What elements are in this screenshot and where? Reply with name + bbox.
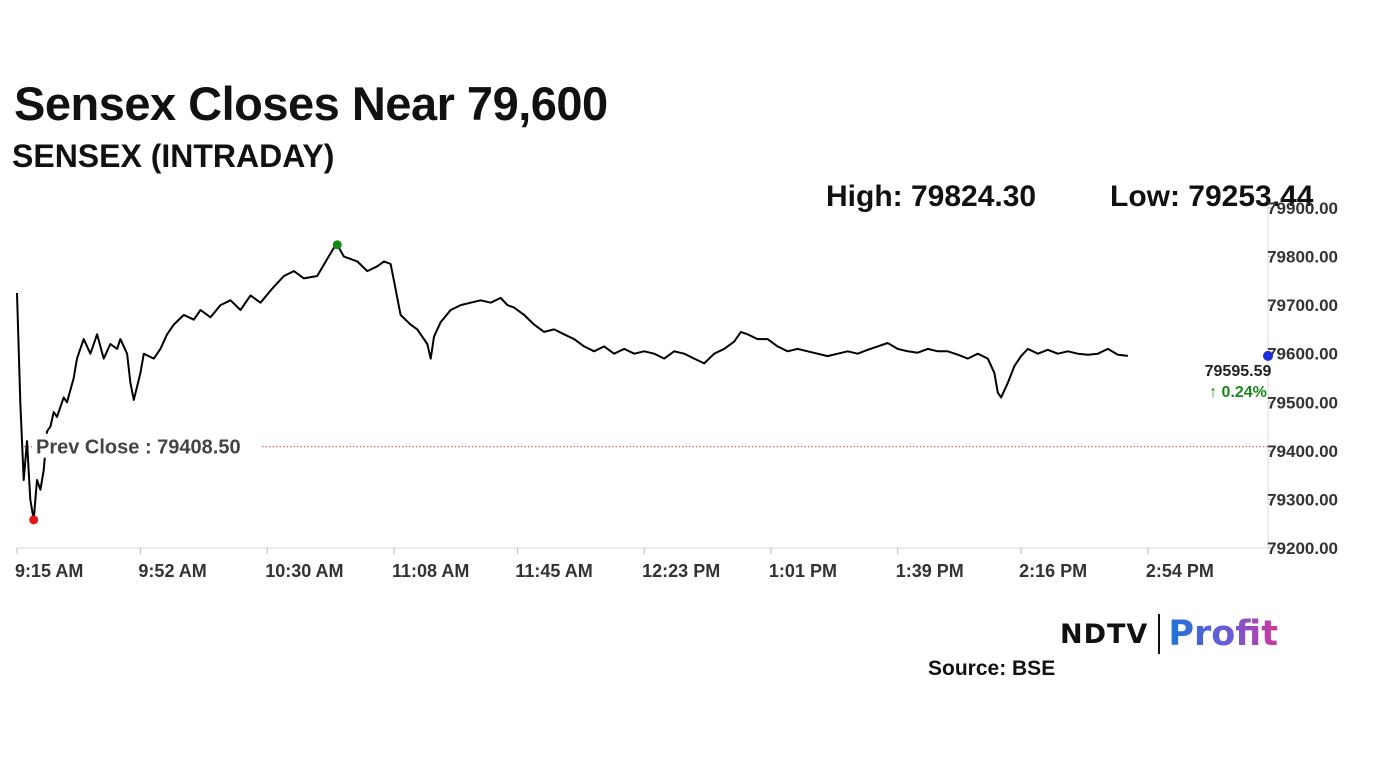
change-label: ↑ 0.24% xyxy=(1209,384,1267,401)
y-tick-label: 79400.00 xyxy=(1267,442,1338,461)
x-tick-label: 1:01 PM xyxy=(769,561,837,581)
axis-layer: 79900.00 79800.00 79700.00 79600.00 79500.00… xyxy=(15,199,1338,581)
ndtv-profit-logo: NDTV Profit xyxy=(1060,612,1278,656)
low-stat: Low: 79253.44 xyxy=(1110,180,1314,213)
brand-divider xyxy=(1158,614,1161,654)
marker-layer xyxy=(29,240,1273,525)
chart-subtitle: SENSEX (INTRADAY) xyxy=(12,138,335,174)
y-tick-label: 79300.00 xyxy=(1267,490,1338,509)
page-title: Sensex Closes Near 79,600 xyxy=(14,77,608,130)
x-tick-label: 9:15 AM xyxy=(15,561,83,581)
x-tick-label: 9:52 AM xyxy=(138,561,206,581)
last-marker xyxy=(1263,350,1273,361)
brand-ndtv-text: NDTV xyxy=(1060,618,1149,650)
last-price-label: 79595.59 xyxy=(1205,363,1272,380)
prev-close-label: Prev Close : 79408.50 xyxy=(36,437,241,459)
y-tick-label: 79700.00 xyxy=(1267,296,1338,315)
x-tick-label: 2:16 PM xyxy=(1019,561,1087,581)
x-tick-label: 10:30 AM xyxy=(265,561,343,581)
x-tick-label: 11:08 AM xyxy=(392,561,469,581)
y-tick-label: 79200.00 xyxy=(1267,539,1338,558)
price-line xyxy=(16,243,1129,521)
prev-close-label-bg xyxy=(32,433,260,458)
y-tick-label: 79500.00 xyxy=(1267,393,1338,412)
series-layer xyxy=(16,243,1129,521)
y-tick-label: 79800.00 xyxy=(1267,248,1338,267)
x-tick-label: 1:39 PM xyxy=(896,561,964,581)
source-note: Source: BSE xyxy=(928,657,1056,680)
x-tick-label: 2:54 PM xyxy=(1146,561,1214,581)
high-marker xyxy=(332,240,342,250)
y-tick-label: 79900.00 xyxy=(1267,199,1338,218)
high-stat: High: 79824.30 xyxy=(826,180,1037,213)
label-layer: Prev Close : 79408.50 79595.59 ↑ 0.24% xyxy=(32,363,1271,459)
low-marker xyxy=(29,515,39,525)
x-tick-label: 12:23 PM xyxy=(642,561,720,581)
brand-profit-text: Profit xyxy=(1168,614,1278,654)
y-tick-label: 79600.00 xyxy=(1267,345,1338,364)
x-tick-label: 11:45 AM xyxy=(515,561,592,581)
